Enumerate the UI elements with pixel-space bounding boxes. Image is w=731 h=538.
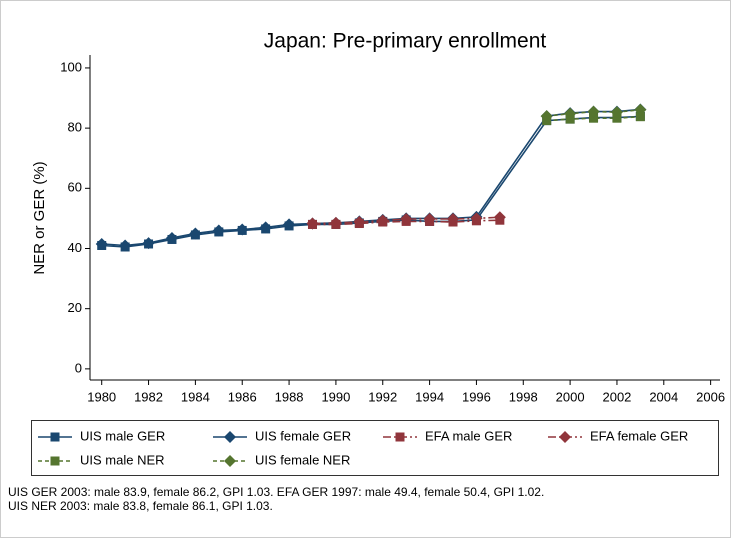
- y-tick-label: 60: [68, 180, 82, 195]
- y-tick-label: 40: [68, 240, 82, 255]
- marker: [376, 214, 389, 227]
- marker: [400, 213, 413, 226]
- marker: [95, 237, 108, 250]
- legend-label: UIS female GER: [255, 428, 351, 443]
- x-tick-label: 2000: [556, 389, 585, 404]
- y-tick-label: 80: [68, 120, 82, 135]
- marker: [540, 110, 553, 123]
- marker: [283, 218, 296, 231]
- legend-marker: [50, 432, 60, 442]
- marker: [610, 106, 623, 119]
- marker: [612, 113, 622, 123]
- marker: [329, 216, 342, 229]
- marker: [306, 217, 319, 230]
- marker: [493, 211, 506, 224]
- marker: [142, 237, 155, 250]
- marker: [236, 223, 249, 236]
- series-line: [312, 219, 500, 226]
- y-axis-label: NER or GER (%): [31, 161, 48, 274]
- x-tick-label: 1988: [275, 389, 304, 404]
- marker: [634, 103, 647, 116]
- x-tick-label: 1992: [368, 389, 397, 404]
- y-tick-label: 100: [60, 59, 82, 74]
- legend-label: EFA female GER: [590, 428, 688, 443]
- marker: [635, 112, 645, 122]
- legend-marker: [224, 431, 236, 443]
- x-tick-label: 1986: [228, 389, 257, 404]
- marker: [587, 105, 600, 118]
- legend-box: [31, 420, 719, 476]
- x-tick-label: 1998: [509, 389, 538, 404]
- note: UIS GER 2003: male 83.9, female 86.2, GP…: [8, 485, 544, 499]
- series-line: [546, 108, 641, 117]
- marker: [447, 213, 460, 226]
- note: UIS NER 2003: male 83.8, female 86.1, GP…: [8, 499, 273, 513]
- marker: [189, 227, 202, 240]
- marker: [564, 107, 577, 120]
- y-tick-label: 20: [68, 300, 82, 315]
- marker: [259, 221, 272, 234]
- x-tick-label: 2006: [696, 389, 725, 404]
- marker: [165, 231, 178, 244]
- x-tick-label: 1980: [87, 389, 116, 404]
- x-tick-label: 1982: [134, 389, 163, 404]
- x-tick-label: 2004: [649, 389, 678, 404]
- x-tick-label: 1994: [415, 389, 444, 404]
- x-tick-label: 2002: [602, 389, 631, 404]
- marker: [470, 212, 483, 225]
- legend-label: UIS female NER: [255, 452, 350, 467]
- marker: [353, 216, 366, 229]
- x-tick-label: 1990: [321, 389, 350, 404]
- legend-marker: [50, 456, 60, 466]
- legend-label: UIS male GER: [80, 428, 165, 443]
- legend-label: EFA male GER: [425, 428, 512, 443]
- chart-title: Japan: Pre-primary enrollment: [264, 30, 547, 53]
- legend-marker: [395, 432, 405, 442]
- marker: [589, 113, 599, 123]
- marker: [119, 239, 132, 252]
- x-tick-label: 1996: [462, 389, 491, 404]
- y-tick-label: 0: [75, 360, 82, 375]
- marker: [212, 224, 225, 237]
- series-line: [546, 115, 641, 122]
- marker: [423, 213, 436, 226]
- x-tick-label: 1984: [181, 389, 210, 404]
- legend-marker: [224, 455, 236, 467]
- legend-label: UIS male NER: [80, 452, 165, 467]
- series-line: [312, 216, 500, 225]
- legend-marker: [559, 431, 571, 443]
